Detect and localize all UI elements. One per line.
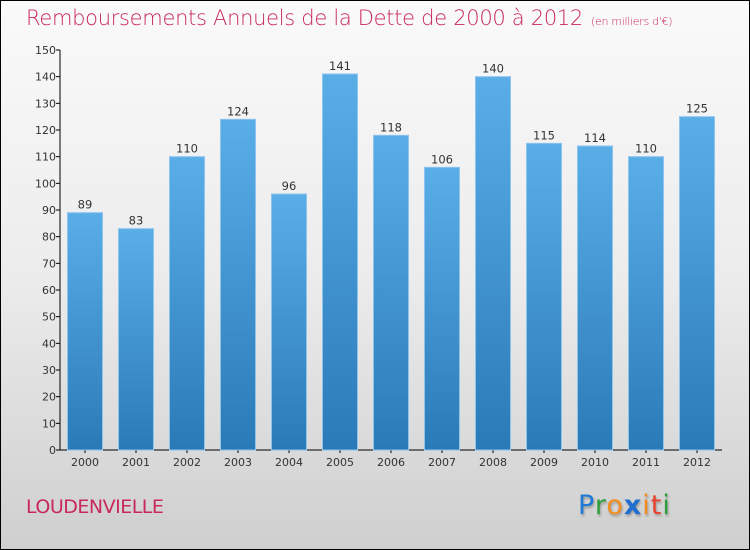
data-label-2001: 83 bbox=[129, 214, 144, 228]
data-label-2012: 125 bbox=[686, 102, 708, 116]
bar-2001 bbox=[118, 228, 154, 451]
bar-2010 bbox=[577, 145, 613, 451]
bar-2007 bbox=[424, 166, 460, 451]
y-tick-label: 110 bbox=[35, 151, 56, 164]
y-tick-label: 0 bbox=[49, 444, 56, 457]
x-tick-label: 2007 bbox=[428, 456, 456, 469]
x-tick-label: 2008 bbox=[479, 456, 507, 469]
y-tick-label: 10 bbox=[42, 417, 56, 430]
data-label-2010: 114 bbox=[584, 131, 606, 145]
bar-2005 bbox=[322, 73, 358, 451]
bar-2000 bbox=[67, 212, 103, 451]
logo-letter: o bbox=[606, 490, 624, 521]
x-tick-label: 2005 bbox=[326, 456, 354, 469]
y-tick-label: 100 bbox=[35, 177, 56, 190]
x-tick-label: 2004 bbox=[275, 456, 303, 469]
data-label-2005: 141 bbox=[329, 59, 351, 73]
data-label-2000: 89 bbox=[78, 198, 93, 212]
y-tick-label: 80 bbox=[42, 231, 56, 244]
commune-name: LOUDENVIELLE bbox=[26, 496, 164, 518]
y-tick-label: 140 bbox=[35, 71, 56, 84]
bar-2011 bbox=[628, 156, 664, 451]
data-label-2011: 110 bbox=[635, 142, 657, 156]
title-text: Remboursements Annuels de la Dette de 20… bbox=[26, 6, 583, 30]
y-tick-label: 120 bbox=[35, 124, 56, 137]
data-label-2009: 115 bbox=[533, 128, 555, 142]
bar-2009 bbox=[526, 142, 562, 451]
data-label-2008: 140 bbox=[482, 62, 504, 76]
logo-letter: r bbox=[594, 490, 607, 521]
bar-2002 bbox=[169, 156, 205, 451]
y-tick-label: 130 bbox=[35, 97, 56, 110]
bar-2004 bbox=[271, 193, 307, 451]
logo-letter: x bbox=[623, 490, 643, 521]
logo-letter: i bbox=[642, 490, 651, 521]
y-tick-label: 40 bbox=[42, 337, 56, 350]
bar-2008 bbox=[475, 76, 511, 451]
title-unit: (en milliers d'€) bbox=[591, 15, 673, 28]
x-tick-label: 2011 bbox=[632, 456, 660, 469]
x-tick-label: 2001 bbox=[122, 456, 150, 469]
x-tick-label: 2002 bbox=[173, 456, 201, 469]
y-tick-label: 20 bbox=[42, 391, 56, 404]
logo-letter: i bbox=[662, 490, 671, 521]
x-tick-label: 2003 bbox=[224, 456, 252, 469]
proxiti-logo[interactable]: Proxiti bbox=[578, 490, 671, 521]
data-label-2004: 96 bbox=[282, 179, 297, 193]
x-tick-label: 2010 bbox=[581, 456, 609, 469]
y-tick-label: 60 bbox=[42, 284, 56, 297]
bar-2003 bbox=[220, 118, 256, 451]
bar-2006 bbox=[373, 134, 409, 451]
chart-title: Remboursements Annuels de la Dette de 20… bbox=[26, 6, 672, 30]
y-tick-label: 90 bbox=[42, 204, 56, 217]
logo-letter: P bbox=[578, 490, 595, 521]
x-tick-label: 2000 bbox=[71, 456, 99, 469]
y-tick-label: 50 bbox=[42, 311, 56, 324]
data-label-2007: 106 bbox=[431, 152, 453, 166]
x-tick-label: 2009 bbox=[530, 456, 558, 469]
data-label-2006: 118 bbox=[380, 120, 402, 134]
y-tick-label: 150 bbox=[35, 44, 56, 57]
data-label-2003: 124 bbox=[227, 104, 249, 118]
logo-letter: t bbox=[650, 490, 663, 521]
y-tick-label: 70 bbox=[42, 257, 56, 270]
data-label-2002: 110 bbox=[176, 142, 198, 156]
x-tick-label: 2006 bbox=[377, 456, 405, 469]
y-tick-label: 30 bbox=[42, 364, 56, 377]
bar-2012 bbox=[679, 116, 715, 451]
x-tick-label: 2012 bbox=[683, 456, 711, 469]
